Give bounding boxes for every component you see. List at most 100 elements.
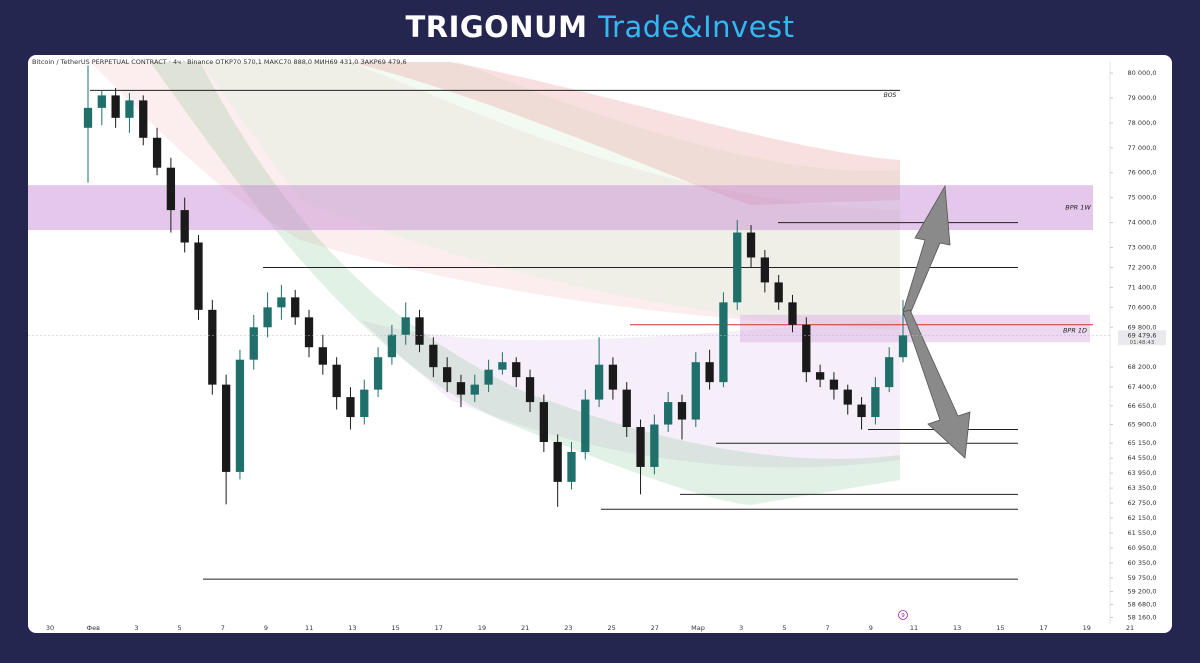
candle-body xyxy=(498,362,507,370)
candle-body xyxy=(111,95,120,118)
x-tick-label: 11 xyxy=(910,624,918,632)
candles xyxy=(83,65,908,507)
candle-body xyxy=(802,324,811,373)
y-tick-label: 77 000,0 xyxy=(1128,144,1157,152)
y-tick-label: 67 400,0 xyxy=(1128,383,1157,391)
price-axis: 80 000,0 79 000,0 78 000,0 77 000,0 76 000,0… xyxy=(28,69,1166,622)
candle-body xyxy=(553,441,562,482)
candle-body xyxy=(83,107,93,128)
candle-body xyxy=(622,389,631,428)
event-badge-label: 9 xyxy=(901,613,905,619)
candle-body xyxy=(360,389,369,418)
candle-body xyxy=(346,397,355,418)
countdown-label: 01:48:43 xyxy=(1130,340,1155,346)
brand-tagline: Trade&Invest xyxy=(598,10,795,44)
candle-body xyxy=(166,167,176,211)
candle-body xyxy=(664,402,673,425)
candle-body xyxy=(871,387,880,418)
candle-body xyxy=(429,344,438,368)
y-tick-label: 62 750,0 xyxy=(1128,499,1157,507)
candle-body xyxy=(885,357,894,388)
arrows xyxy=(902,184,971,459)
x-tick-label: 23 xyxy=(564,624,572,632)
x-tick-label: 9 xyxy=(264,624,268,632)
candle-body xyxy=(318,347,327,365)
last-price-badge xyxy=(1118,330,1166,346)
x-tick-label: 21 xyxy=(521,624,529,632)
candle-body xyxy=(539,402,548,442)
candle-body xyxy=(401,317,410,335)
y-tick-label: 73 000,0 xyxy=(1128,243,1157,251)
x-tick-label: 21 xyxy=(1126,624,1134,632)
x-tick-label: 3 xyxy=(134,624,138,632)
x-tick-label: 17 xyxy=(435,624,443,632)
y-tick-label: 74 000,0 xyxy=(1128,219,1157,227)
y-tick-label: 71 400,0 xyxy=(1128,283,1157,291)
candle-body xyxy=(304,317,314,348)
candle-body xyxy=(650,424,659,467)
last-price-label: 69 479,6 xyxy=(1128,331,1157,339)
candle-body xyxy=(125,100,134,118)
x-tick-label: 15 xyxy=(391,624,399,632)
candle-body xyxy=(373,357,383,390)
chart: BPR 1W BPR 1D BOS 80 000,0 79 000,0 78 000,… xyxy=(28,55,1172,633)
y-tick-label: 80 000,0 xyxy=(1128,69,1157,77)
candle-body xyxy=(594,364,604,400)
candle-body xyxy=(788,302,797,325)
y-tick-label: 68 200,0 xyxy=(1128,363,1157,371)
y-tick-label: 69 800,0 xyxy=(1128,323,1157,331)
candle-body xyxy=(525,377,535,403)
candle-body xyxy=(733,232,742,303)
candle-body xyxy=(152,137,162,168)
x-tick-label: 5 xyxy=(782,624,786,632)
candle-body xyxy=(387,334,397,358)
candle-body xyxy=(456,382,466,395)
candle-body xyxy=(291,297,300,318)
x-tick-label: 27 xyxy=(651,624,659,632)
x-tick-label: 11 xyxy=(305,624,313,632)
x-tick-label: Мар xyxy=(691,624,705,632)
y-tick-label: 61 550,0 xyxy=(1128,529,1157,537)
candle-body xyxy=(774,282,783,303)
x-tick-label: 13 xyxy=(953,624,961,632)
candle-body xyxy=(443,367,452,383)
y-tick-label: 62 150,0 xyxy=(1128,514,1157,522)
x-tick-label: 7 xyxy=(826,624,830,632)
y-tick-label: 66 650,0 xyxy=(1128,402,1157,410)
candle-body xyxy=(608,364,618,390)
candle-body xyxy=(705,362,714,383)
candle-body xyxy=(263,307,272,328)
candle-body xyxy=(746,232,756,258)
candle-body xyxy=(221,384,231,472)
candle-body xyxy=(180,210,189,243)
y-tick-label: 58 160,0 xyxy=(1128,614,1157,622)
event-badge xyxy=(898,610,908,620)
candle-body xyxy=(857,404,866,418)
candle-body xyxy=(235,359,245,472)
zone-label: BPR 1W xyxy=(1065,204,1091,212)
arrow-down xyxy=(902,309,971,459)
y-tick-label: 75 000,0 xyxy=(1128,194,1157,202)
time-axis: 30 Фев 3 5 7 9 11 13 15 17 19 21 23 25 27 Мар 3 5 7 9 11 13 15… xyxy=(46,624,1134,632)
x-tick-label: 19 xyxy=(478,624,486,632)
candle-body xyxy=(815,372,825,380)
x-tick-label: 13 xyxy=(348,624,356,632)
x-tick-label: 19 xyxy=(1083,624,1091,632)
y-tick-label: 59 200,0 xyxy=(1128,588,1157,596)
y-tick-label: 64 550,0 xyxy=(1128,454,1157,462)
candle-body xyxy=(194,242,203,310)
x-tick-label: 25 xyxy=(607,624,615,632)
candle-body xyxy=(332,364,341,398)
y-tick-label: 60 950,0 xyxy=(1128,544,1157,552)
y-tick-label: 65 900,0 xyxy=(1128,421,1157,429)
candle-body xyxy=(567,451,576,482)
y-tick-label: 72 200,0 xyxy=(1128,263,1157,271)
x-tick-label: 30 xyxy=(46,624,54,632)
y-tick-label: 63 950,0 xyxy=(1128,469,1157,477)
y-tick-label: 79 000,0 xyxy=(1128,94,1157,102)
brand-name: TRIGONUM xyxy=(405,10,588,44)
x-tick-label: 3 xyxy=(739,624,743,632)
candle-body xyxy=(677,402,687,420)
candle-body xyxy=(97,95,106,108)
